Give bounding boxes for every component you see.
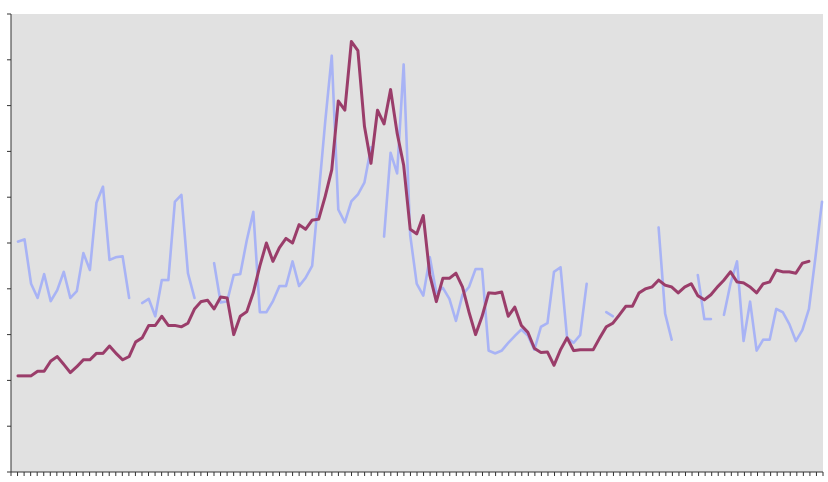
plot-area (11, 14, 823, 472)
series-layer (16, 39, 824, 378)
y-axis (7, 13, 12, 473)
series-line-2 (16, 39, 811, 378)
x-axis (10, 471, 824, 476)
